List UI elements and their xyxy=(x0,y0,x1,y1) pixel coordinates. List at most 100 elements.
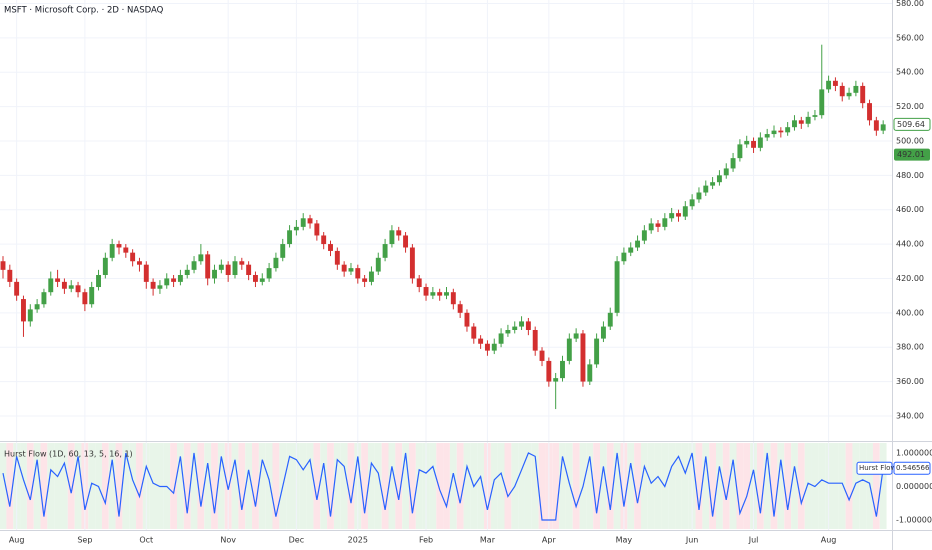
candle-body xyxy=(805,116,811,124)
indicator-band xyxy=(415,443,423,529)
indicator-band xyxy=(47,443,55,529)
candle-body xyxy=(389,230,395,245)
indicator-band xyxy=(20,443,27,529)
candle-body xyxy=(600,326,606,339)
candle-body xyxy=(846,92,852,97)
y-tick-label: 340.00 xyxy=(896,411,924,420)
candle-body xyxy=(491,343,497,351)
candle-body xyxy=(798,120,804,124)
indicator-band xyxy=(627,443,635,529)
indicator-band xyxy=(702,443,710,529)
indicator-band xyxy=(784,443,792,529)
y-tick-label: 500.00 xyxy=(896,136,924,145)
indicator-band xyxy=(729,443,737,529)
indicator-line xyxy=(2,452,884,521)
indicator-band xyxy=(429,443,437,529)
candle-body xyxy=(102,257,108,275)
candle-body xyxy=(573,333,579,339)
indicator-band xyxy=(238,443,246,529)
indicator-band xyxy=(797,443,805,529)
indicator-band xyxy=(763,443,771,529)
indicator-band xyxy=(183,443,191,529)
indicator-band xyxy=(231,443,239,529)
indicator-band xyxy=(668,443,676,529)
candle-body xyxy=(860,85,866,104)
candle-body xyxy=(546,360,552,382)
last-price-label: 509.64 xyxy=(897,120,925,129)
indicator-band xyxy=(6,443,14,529)
candle-body xyxy=(853,85,859,93)
indicator-band xyxy=(258,443,266,529)
candle-body xyxy=(287,230,293,245)
candle-body xyxy=(689,199,695,207)
x-tick-label: Sep xyxy=(77,536,92,545)
candle-body xyxy=(512,326,518,330)
plot xyxy=(0,44,886,521)
candle-body xyxy=(498,333,504,344)
candle-body xyxy=(266,268,272,279)
indicator-band xyxy=(852,443,860,529)
candle-body xyxy=(130,252,136,262)
indicator-band xyxy=(572,443,580,529)
candle-body xyxy=(293,226,299,231)
indicator-band xyxy=(402,443,409,529)
candle-body xyxy=(484,343,490,351)
indicator-band xyxy=(306,443,314,529)
candle-body xyxy=(246,264,252,275)
indicator-band xyxy=(286,443,293,529)
candle-body xyxy=(41,292,47,305)
candle-body xyxy=(109,244,115,258)
candle-body xyxy=(55,278,61,282)
candle-body xyxy=(785,127,791,133)
y-tick-label: 580.00 xyxy=(896,0,924,8)
indicator-band xyxy=(204,443,212,529)
candle-body xyxy=(212,269,217,279)
candle-body xyxy=(594,338,600,365)
indicator-tick-label: 0.000000 xyxy=(896,482,932,491)
indicator-band xyxy=(872,443,880,529)
candle-body xyxy=(635,240,641,248)
x-tick-label: May xyxy=(616,536,633,545)
y-tick-label: 460.00 xyxy=(896,205,924,214)
indicator-band xyxy=(736,443,744,529)
marker-price-box xyxy=(894,148,930,161)
candle-body xyxy=(464,312,470,327)
indicator-band xyxy=(524,443,532,529)
candle-body xyxy=(819,89,825,116)
x-tick-label: Jun xyxy=(685,536,699,545)
indicator-band xyxy=(190,443,198,529)
y-tick-label: 560.00 xyxy=(896,33,924,42)
candle-body xyxy=(0,261,6,270)
candle-body xyxy=(832,80,838,86)
indicator-band xyxy=(463,443,471,529)
indicator-band xyxy=(26,443,34,529)
candle-body xyxy=(744,140,750,145)
y-tick-label: 520.00 xyxy=(896,102,924,111)
candle-body xyxy=(751,140,756,148)
indicator-band xyxy=(149,443,157,529)
indicator-band xyxy=(640,443,648,529)
candle-body xyxy=(396,230,402,236)
indicator-band xyxy=(388,443,396,529)
x-tick-label: Dec xyxy=(289,536,304,545)
indicator-title: Hurst Flow (1D, 60, 13, 5, 16, 1) xyxy=(4,450,133,459)
candle-body xyxy=(7,269,13,282)
indicator-tick-label: 1.000000 xyxy=(896,449,932,458)
indicator-band xyxy=(313,443,321,529)
candle-body xyxy=(737,144,743,159)
indicator-band xyxy=(716,443,723,529)
candle-body xyxy=(382,244,388,258)
indicator-band xyxy=(777,443,785,529)
indicator-band xyxy=(681,443,689,529)
indicator-band xyxy=(108,443,116,529)
indicator-value-box xyxy=(893,461,931,475)
indicator-band xyxy=(265,443,273,529)
indicator-band xyxy=(504,443,512,529)
candle-body xyxy=(532,330,538,351)
candle-body xyxy=(716,175,722,183)
indicator-name-box xyxy=(856,461,893,475)
candle-body xyxy=(880,124,886,131)
indicator-band xyxy=(211,443,218,529)
candle-body xyxy=(116,244,122,248)
